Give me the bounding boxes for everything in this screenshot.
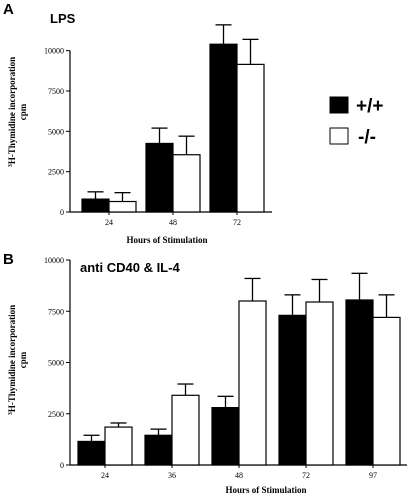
panel-a-y-tick-label: 5000 <box>48 127 64 136</box>
legend: +/+ -/- <box>329 96 383 148</box>
panel-b-y-tick-label: 10000 <box>44 256 64 265</box>
panel-b-title: anti CD40 & IL-4 <box>80 260 180 275</box>
panel-b-y-tick-label: 5000 <box>48 359 64 368</box>
panel-b-y-tick-label: 0 <box>60 461 64 470</box>
panel-b-axes: 0 2500 5000 7500 10000 24 36 48 72 97 <box>44 256 407 480</box>
panel-b-bar-knockout-48 <box>238 300 267 466</box>
panel-a-y-label: 3H-Thymidine incorporation <box>7 57 17 167</box>
panel-a-y-label-main: H-Thymidine incorporation <box>7 57 17 164</box>
panel-a-y-tick-label: 0 <box>60 208 64 217</box>
panel-b-bar-wildtype-48 <box>211 407 240 466</box>
panel-b-y-label: 3H-Thymidine incorporation <box>7 305 17 415</box>
legend-label-knockout: -/- <box>358 127 376 148</box>
panel-a-x-label: Hours of Stimulation <box>126 235 207 245</box>
panel-b-bar-wildtype-72 <box>278 314 307 466</box>
legend-swatch-wildtype <box>329 96 349 114</box>
panel-b-y-label-sup: 3 <box>8 412 14 415</box>
panel-b-x-tick-label: 48 <box>235 471 243 480</box>
panel-b-y-label-main: H-Thymidine incorporation <box>7 305 17 412</box>
panel-a-y-label-sup: 3 <box>8 164 14 167</box>
panel-b-bar-knockout-36 <box>171 394 200 466</box>
panel-a-bar-wildtype-48 <box>145 142 174 213</box>
panel-a-y-tick-label: 7500 <box>48 87 64 96</box>
panel-a-title: LPS <box>50 11 76 26</box>
panel-b-y-tick-label: 2500 <box>48 410 64 419</box>
panel-a: A LPS 0 2500 5000 7500 10000 24 48 72 Hours of … <box>3 1 272 245</box>
panel-b-bar-wildtype-24 <box>77 440 106 466</box>
panel-b: B anti CD40 & IL-4 0 2500 5000 7500 10000 24 3… <box>3 251 407 495</box>
panel-b-bar-knockout-72 <box>305 301 334 466</box>
panel-b-x-tick-label: 72 <box>302 471 310 480</box>
panel-a-bar-knockout-24 <box>108 200 137 213</box>
panel-a-bar-knockout-72 <box>236 63 265 213</box>
panel-a-axes: 0 2500 5000 7500 10000 24 48 72 <box>44 24 272 227</box>
panel-b-x-label: Hours of Stimulation <box>225 485 306 495</box>
panel-b-y-unit: cpm <box>18 351 28 368</box>
panel-a-y-unit: cpm <box>18 103 28 120</box>
panel-b-bar-knockout-24 <box>104 426 133 466</box>
panel-a-y-tick-label: 2500 <box>48 168 64 177</box>
panel-a-bar-wildtype-24 <box>81 198 110 213</box>
panel-a-y-tick-label: 10000 <box>44 47 64 56</box>
panel-a-x-tick-label: 72 <box>233 218 241 227</box>
panel-a-x-tick-label: 48 <box>169 218 177 227</box>
panel-b-x-tick-label: 24 <box>101 471 109 480</box>
legend-label-wildtype: +/+ <box>356 96 383 117</box>
panel-b-bar-wildtype-36 <box>144 434 173 466</box>
panel-a-letter: A <box>3 1 14 18</box>
panel-b-bar-knockout-97 <box>372 316 401 466</box>
panel-a-bar-wildtype-72 <box>209 43 238 213</box>
panel-b-bar-wildtype-97 <box>345 299 374 466</box>
panel-b-x-tick-label: 36 <box>168 471 176 480</box>
legend-swatch-knockout <box>329 127 349 145</box>
panel-b-x-tick-label: 97 <box>369 471 377 480</box>
panel-a-x-tick-label: 24 <box>105 218 113 227</box>
panel-b-letter: B <box>3 251 14 268</box>
panel-b-y-tick-label: 7500 <box>48 307 64 316</box>
panel-a-bar-knockout-48 <box>172 154 201 213</box>
